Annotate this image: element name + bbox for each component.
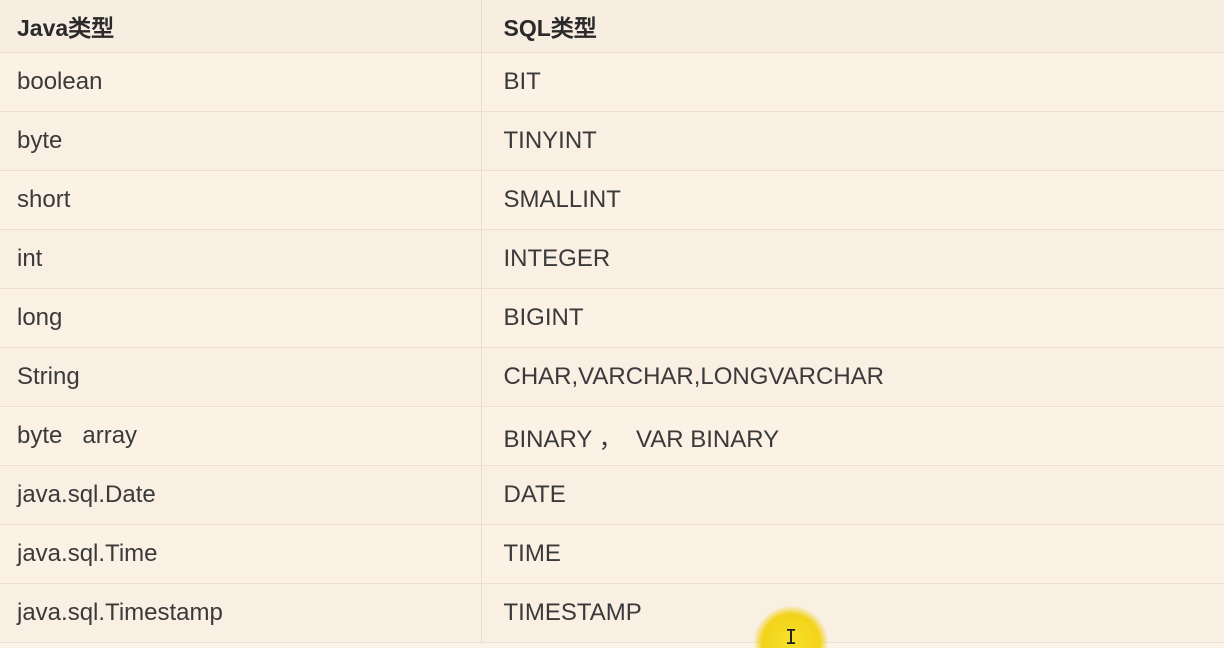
sql-type-cell: TIMESTAMP <box>481 583 1224 643</box>
sql-type-cell: BIT <box>481 52 1224 112</box>
header-sql-type: SQL类型 <box>481 0 1224 53</box>
java-type-cell: int <box>0 229 482 289</box>
table-row: int INTEGER <box>0 229 1224 289</box>
java-type-cell: long <box>0 288 482 348</box>
java-type-cell: boolean <box>0 52 482 112</box>
table-row: byte array BINARY ， VAR BINARY <box>0 406 1224 466</box>
table-row: boolean BIT <box>0 52 1224 112</box>
sql-type-cell: INTEGER <box>481 229 1224 289</box>
sql-type-cell: CHAR,VARCHAR,LONGVARCHAR <box>481 347 1224 407</box>
text-cursor-icon: I <box>784 625 798 648</box>
java-type-cell: String <box>0 347 482 407</box>
sql-type-cell: TIME <box>481 524 1224 584</box>
table-row: java.sql.Time TIME <box>0 524 1224 584</box>
java-type-cell: byte <box>0 111 482 171</box>
java-type-cell: java.sql.Date <box>0 465 482 525</box>
java-type-cell: short <box>0 170 482 230</box>
table-row: byte TINYINT <box>0 111 1224 171</box>
java-type-cell: byte array <box>0 406 482 466</box>
sql-type-cell: BIGINT <box>481 288 1224 348</box>
table-row: java.sql.Timestamp TIMESTAMP <box>0 583 1224 643</box>
sql-type-cell: SMALLINT <box>481 170 1224 230</box>
sql-type-cell: TINYINT <box>481 111 1224 171</box>
table-row: short SMALLINT <box>0 170 1224 230</box>
table-header-row: Java类型 SQL类型 <box>0 0 1224 53</box>
java-type-cell: java.sql.Timestamp <box>0 583 482 643</box>
table-row: java.sql.Date DATE <box>0 465 1224 525</box>
sql-type-cell: BINARY ， VAR BINARY <box>481 406 1224 466</box>
sql-type-cell: DATE <box>481 465 1224 525</box>
header-java-type: Java类型 <box>0 0 482 53</box>
java-type-cell: java.sql.Time <box>0 524 482 584</box>
table-row: String CHAR,VARCHAR,LONGVARCHAR <box>0 347 1224 407</box>
table-row: long BIGINT <box>0 288 1224 348</box>
